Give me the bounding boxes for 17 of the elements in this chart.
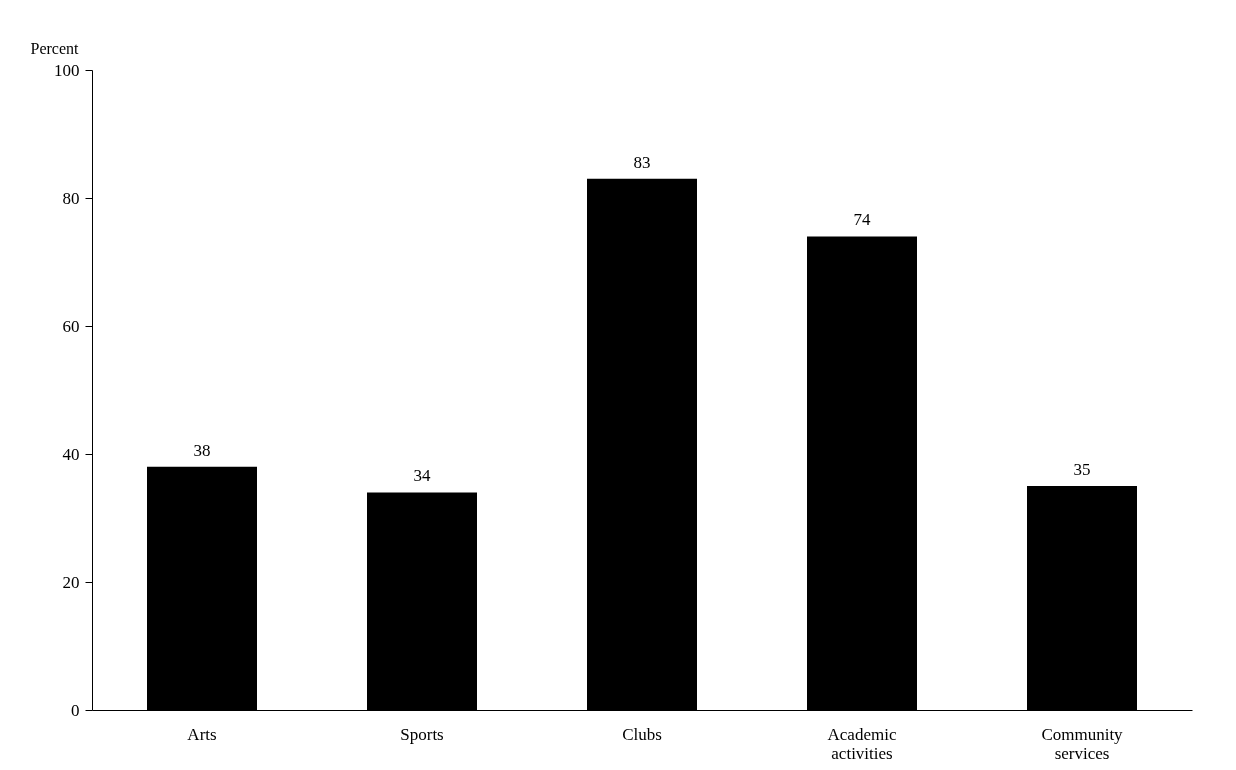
y-tick-label: 40 [62, 444, 80, 464]
y-tick-label: 80 [62, 188, 80, 208]
data-label: 74 [853, 210, 871, 230]
x-tick-label: Community services [1041, 724, 1124, 763]
x-tick-label: Academic activities [827, 724, 897, 763]
data-label: 38 [193, 440, 211, 460]
y-tick-label: 60 [62, 316, 80, 336]
data-label: 83 [633, 152, 651, 172]
y-tick-label: 20 [62, 572, 80, 592]
y-tick-label: 0 [71, 700, 80, 720]
x-tick-label: Arts [187, 724, 217, 744]
x-tick-label: Clubs [622, 724, 662, 744]
y-tick-label: 100 [54, 60, 80, 80]
y-axis-title: Percent [30, 39, 80, 57]
data-label: 34 [413, 466, 431, 486]
x-tick-label: Sports [400, 724, 444, 744]
data-label: 35 [1073, 460, 1091, 479]
